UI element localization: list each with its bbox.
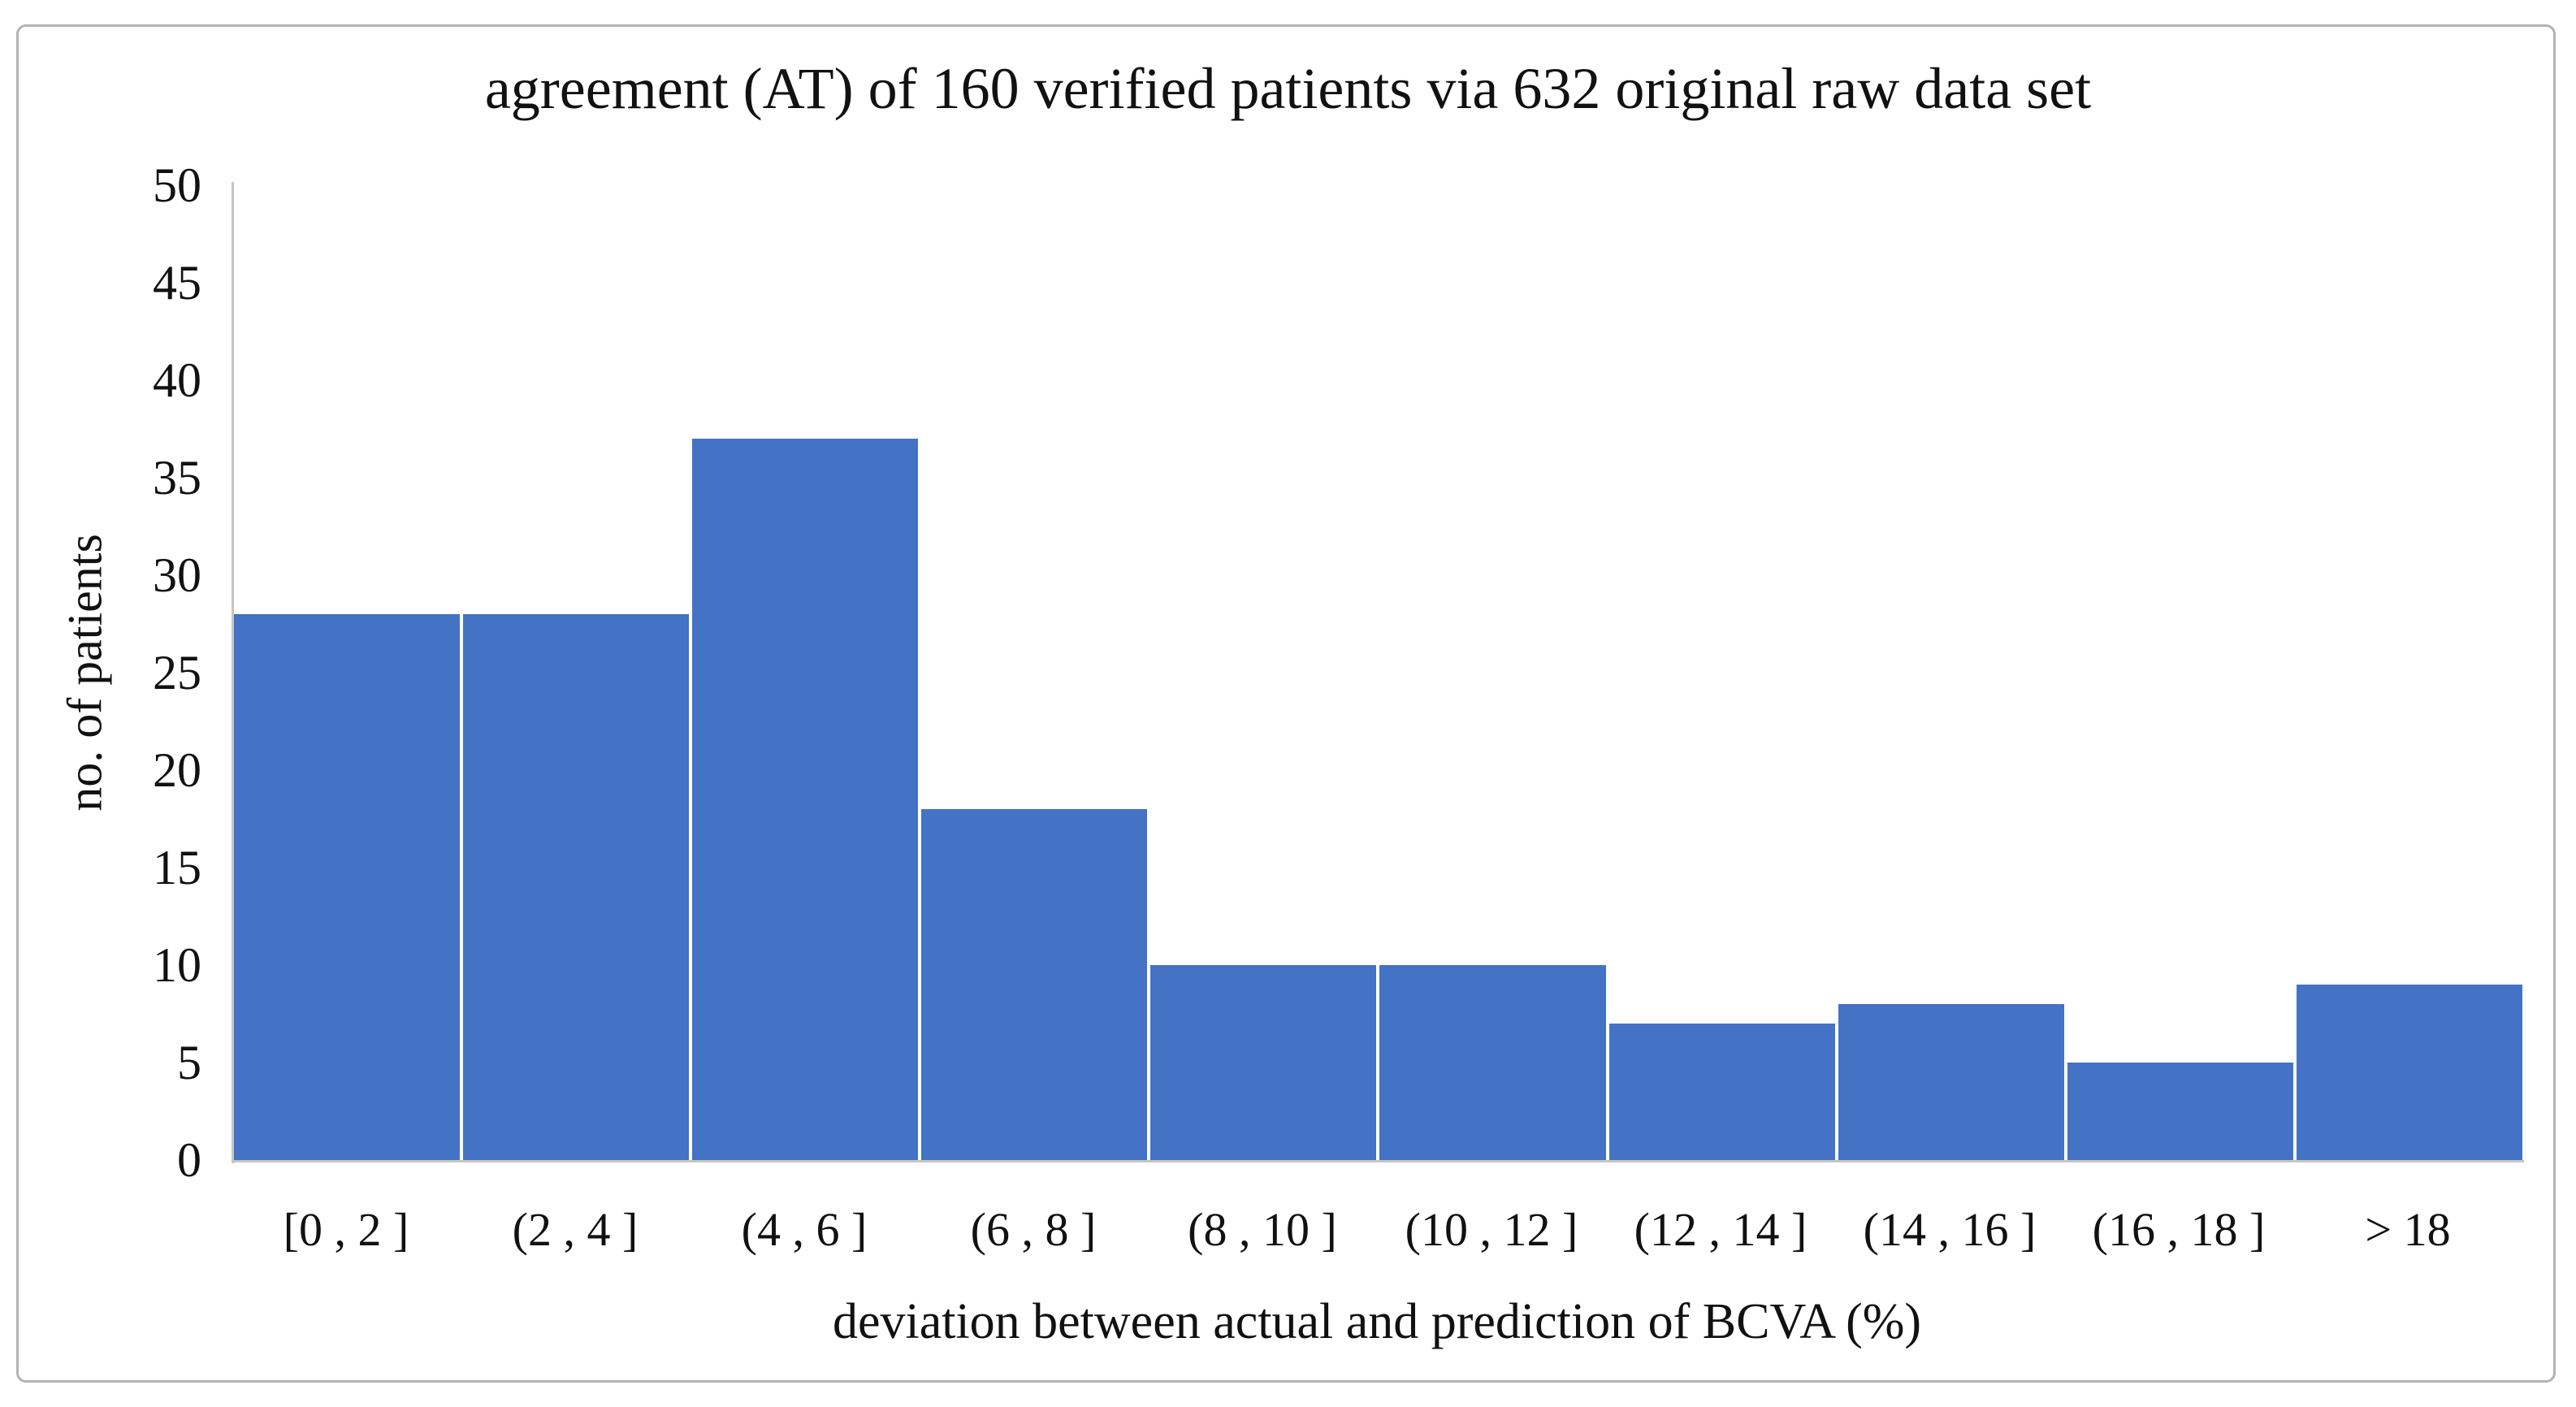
bar-6 (1379, 965, 1606, 1160)
x-tick-label: (10 , 12 ] (1405, 1203, 1578, 1256)
bar-3 (692, 439, 919, 1160)
bar-10 (2296, 985, 2522, 1160)
y-tick-label: 0 (177, 1133, 201, 1187)
y-axis-line (232, 182, 234, 1163)
y-tick-label: 50 (153, 158, 201, 212)
bar-2 (463, 614, 690, 1160)
bar-series (234, 185, 2522, 1160)
bar-4 (921, 809, 1148, 1160)
y-tick-label: 35 (153, 451, 201, 504)
bar-1 (234, 614, 461, 1160)
chart-title: agreement (AT) of 160 verified patients … (484, 56, 2092, 121)
x-tick-label: (4 , 6 ] (741, 1203, 868, 1256)
x-tick-label: > 18 (2365, 1203, 2451, 1256)
bar-9 (2067, 1063, 2293, 1160)
x-tick-label: (2 , 4 ] (512, 1203, 639, 1256)
bar-7 (1608, 1024, 1835, 1160)
bar-8 (1838, 1004, 2064, 1160)
x-axis-line (232, 1160, 2524, 1162)
x-tick-label: (8 , 10 ] (1188, 1203, 1337, 1256)
x-tick-label: [0 , 2 ] (283, 1203, 409, 1256)
x-tick-label: (12 , 14 ] (1634, 1203, 1808, 1256)
y-tick-label: 40 (153, 353, 201, 407)
y-tick-label: 10 (153, 938, 201, 992)
bar-5 (1150, 965, 1377, 1160)
x-tick-label: (14 , 16 ] (1863, 1203, 2037, 1256)
x-tick-label: (16 , 18 ] (2092, 1203, 2266, 1256)
x-tick-label: (6 , 8 ] (970, 1203, 1097, 1256)
y-tick-label: 30 (153, 548, 201, 602)
y-tick-label: 15 (153, 841, 201, 894)
y-tick-label: 5 (177, 1036, 201, 1089)
y-tick-label: 20 (153, 743, 201, 797)
y-tick-label: 25 (153, 646, 201, 699)
y-tick-label: 45 (153, 256, 201, 310)
x-axis-title: deviation between actual and prediction … (832, 1294, 1922, 1349)
